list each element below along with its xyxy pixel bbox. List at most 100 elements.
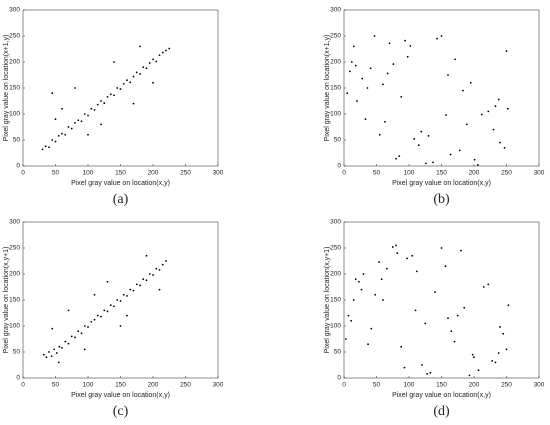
point bbox=[444, 265, 447, 268]
point bbox=[42, 353, 45, 356]
point bbox=[139, 45, 141, 48]
point bbox=[129, 288, 132, 291]
point bbox=[382, 299, 384, 301]
point bbox=[74, 336, 76, 339]
point bbox=[398, 155, 401, 158]
point bbox=[55, 352, 58, 354]
point bbox=[90, 320, 93, 323]
point bbox=[132, 289, 135, 292]
point bbox=[421, 364, 423, 366]
x-tick-label: 50 bbox=[373, 382, 381, 389]
point bbox=[48, 351, 50, 353]
point bbox=[366, 87, 369, 89]
point bbox=[158, 268, 161, 271]
x-tick-label: 250 bbox=[180, 170, 191, 177]
point bbox=[116, 87, 119, 89]
point bbox=[462, 89, 464, 92]
point bbox=[87, 326, 89, 328]
point bbox=[420, 130, 423, 133]
x-tick-label: 150 bbox=[436, 382, 447, 389]
point bbox=[503, 146, 506, 149]
point bbox=[67, 342, 70, 345]
x-tick-label: 250 bbox=[501, 382, 512, 389]
point bbox=[414, 309, 417, 312]
point bbox=[70, 335, 73, 338]
point bbox=[456, 314, 459, 317]
y-tick-label: 100 bbox=[9, 111, 20, 118]
x-tick-label: 50 bbox=[373, 170, 381, 177]
x-tick-label: 100 bbox=[404, 170, 415, 177]
point bbox=[392, 63, 395, 65]
point bbox=[106, 280, 109, 283]
point bbox=[477, 369, 480, 372]
point bbox=[50, 355, 53, 358]
point bbox=[454, 58, 457, 61]
y-tick-label: 150 bbox=[330, 85, 341, 92]
y-tick-label: 150 bbox=[9, 85, 20, 92]
point bbox=[386, 267, 388, 270]
y-tick-label: 250 bbox=[330, 33, 341, 40]
point bbox=[119, 300, 122, 302]
point bbox=[352, 299, 355, 301]
point bbox=[440, 35, 443, 37]
point bbox=[354, 64, 357, 67]
y-tick-label: 200 bbox=[330, 271, 341, 278]
x-tick-label: 100 bbox=[404, 382, 415, 389]
point bbox=[350, 61, 353, 63]
point bbox=[382, 83, 384, 86]
point bbox=[494, 361, 497, 364]
point bbox=[96, 103, 99, 106]
point bbox=[440, 247, 443, 249]
point bbox=[64, 340, 67, 343]
x-axis-label: Pixel gray value on location(x,y) bbox=[392, 180, 491, 187]
point bbox=[113, 61, 115, 63]
panel-label: (a) bbox=[113, 192, 129, 207]
point bbox=[429, 371, 432, 374]
point bbox=[492, 128, 495, 131]
y-tick-label: 300 bbox=[330, 219, 341, 226]
point bbox=[391, 246, 394, 248]
point bbox=[497, 98, 500, 101]
point bbox=[48, 146, 50, 149]
point bbox=[106, 95, 109, 98]
y-tick-label: 0 bbox=[16, 375, 20, 382]
point bbox=[58, 345, 61, 348]
point bbox=[135, 71, 138, 74]
plot-area bbox=[22, 9, 219, 167]
point bbox=[482, 286, 485, 288]
point bbox=[51, 327, 54, 330]
point bbox=[119, 88, 122, 90]
point bbox=[491, 359, 494, 362]
point bbox=[67, 126, 70, 128]
y-tick-label: 50 bbox=[13, 349, 21, 356]
y-tick-label: 200 bbox=[9, 271, 20, 278]
point bbox=[87, 114, 89, 117]
point bbox=[119, 325, 122, 327]
point bbox=[122, 293, 125, 296]
point bbox=[352, 45, 355, 48]
point bbox=[96, 314, 99, 317]
point bbox=[45, 356, 48, 359]
panel-label: (c) bbox=[113, 404, 129, 419]
point bbox=[449, 153, 452, 156]
panel-label: (b) bbox=[433, 192, 450, 207]
point bbox=[506, 107, 509, 110]
x-tick-label: 300 bbox=[534, 382, 545, 389]
point bbox=[77, 330, 80, 333]
point bbox=[378, 261, 380, 263]
y-tick-label: 50 bbox=[13, 137, 21, 144]
point bbox=[388, 42, 391, 45]
point bbox=[93, 108, 96, 111]
point bbox=[148, 273, 151, 275]
point bbox=[356, 100, 358, 102]
y-tick-label: 200 bbox=[330, 59, 341, 66]
point bbox=[425, 162, 427, 165]
point bbox=[411, 254, 414, 257]
y-tick-label: 100 bbox=[330, 111, 341, 118]
x-tick-label: 0 bbox=[21, 382, 25, 389]
point bbox=[468, 374, 471, 377]
point bbox=[345, 338, 347, 340]
point bbox=[400, 95, 403, 98]
point bbox=[74, 121, 76, 124]
point bbox=[132, 75, 135, 78]
